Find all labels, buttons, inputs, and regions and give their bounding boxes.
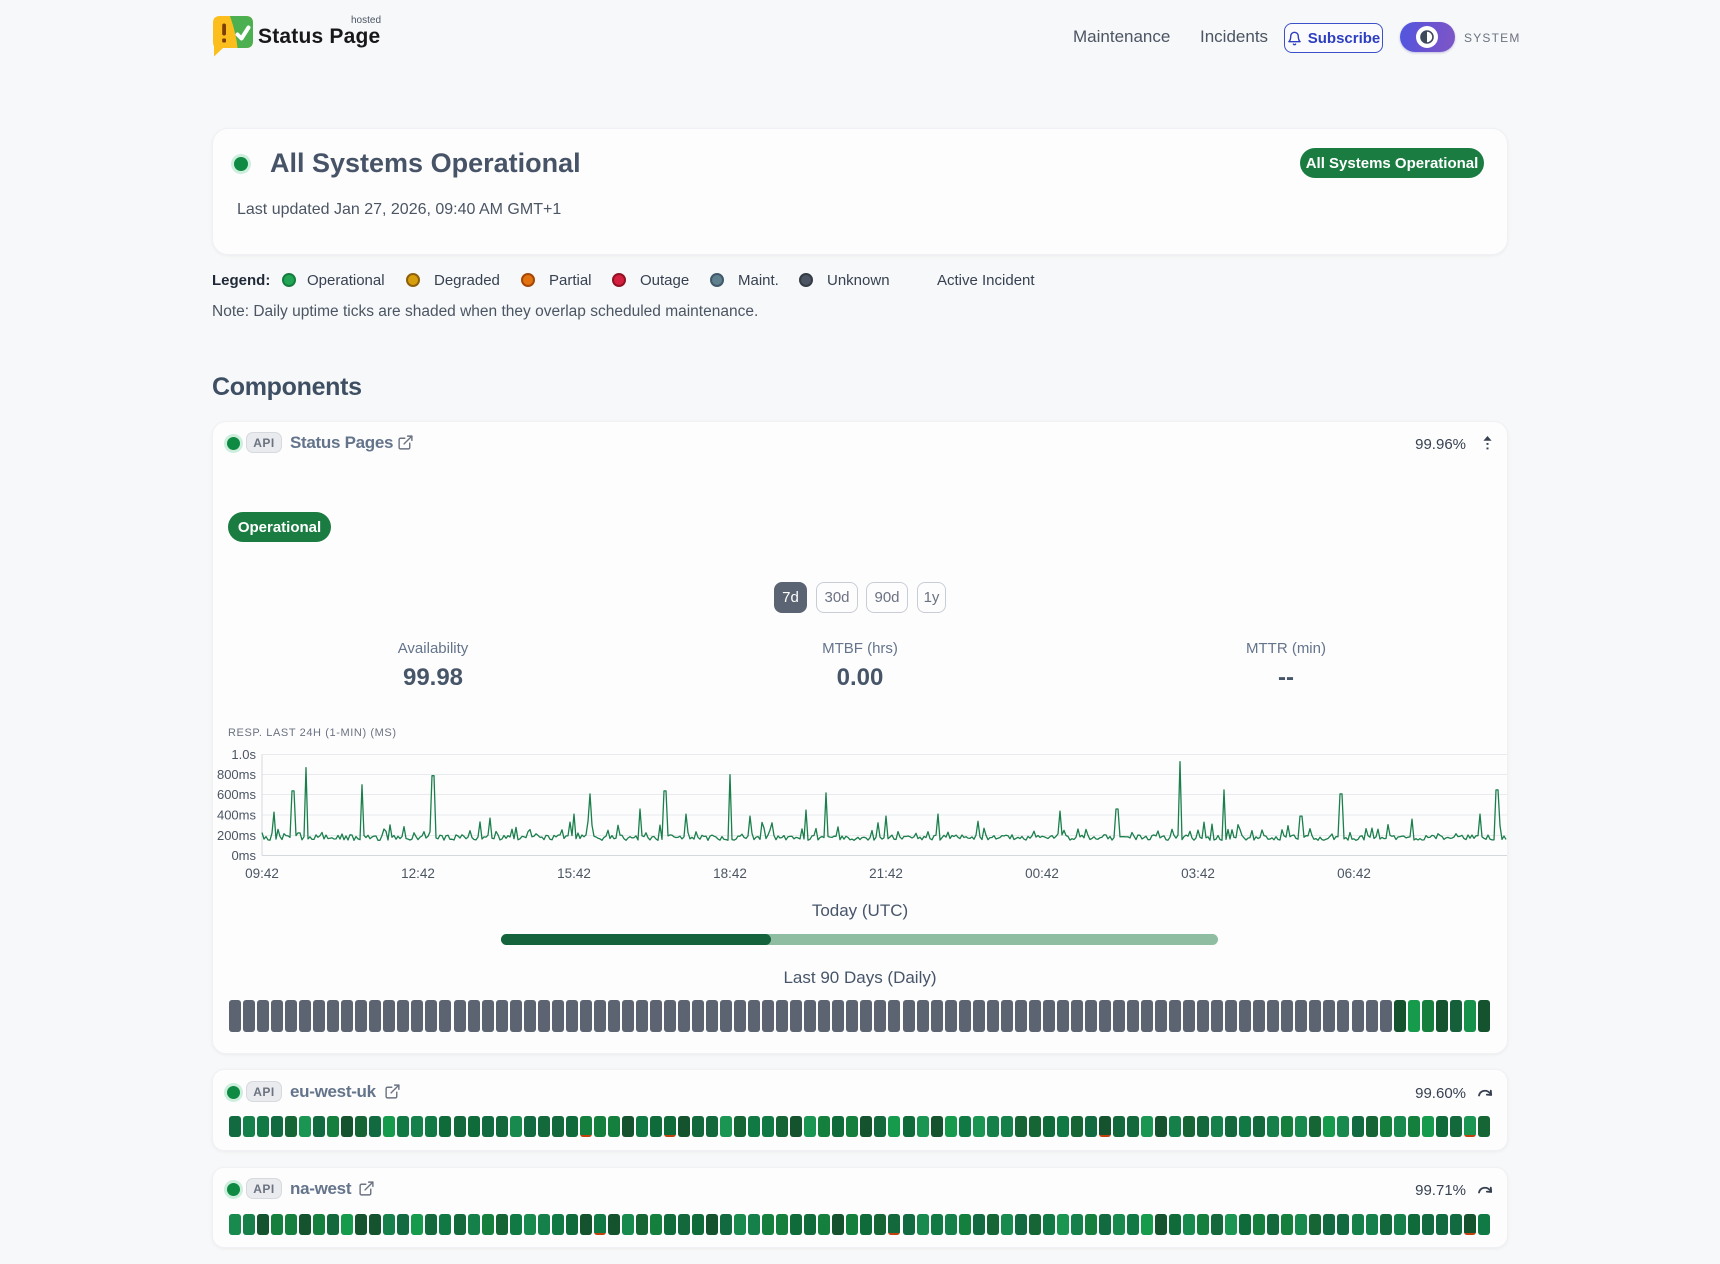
svg-text:200ms: 200ms [217,828,257,843]
svg-text:03:42: 03:42 [1181,866,1215,881]
svg-text:06:42: 06:42 [1337,866,1371,881]
svg-text:00:42: 00:42 [1025,866,1059,881]
svg-text:21:42: 21:42 [869,866,903,881]
svg-text:400ms: 400ms [217,808,257,823]
svg-text:800ms: 800ms [217,767,257,782]
svg-text:600ms: 600ms [217,787,257,802]
svg-text:1.0s: 1.0s [231,747,256,762]
svg-text:18:42: 18:42 [713,866,747,881]
svg-text:0ms: 0ms [231,848,256,863]
svg-text:12:42: 12:42 [401,866,435,881]
svg-text:09:42: 09:42 [245,866,279,881]
svg-text:15:42: 15:42 [557,866,591,881]
